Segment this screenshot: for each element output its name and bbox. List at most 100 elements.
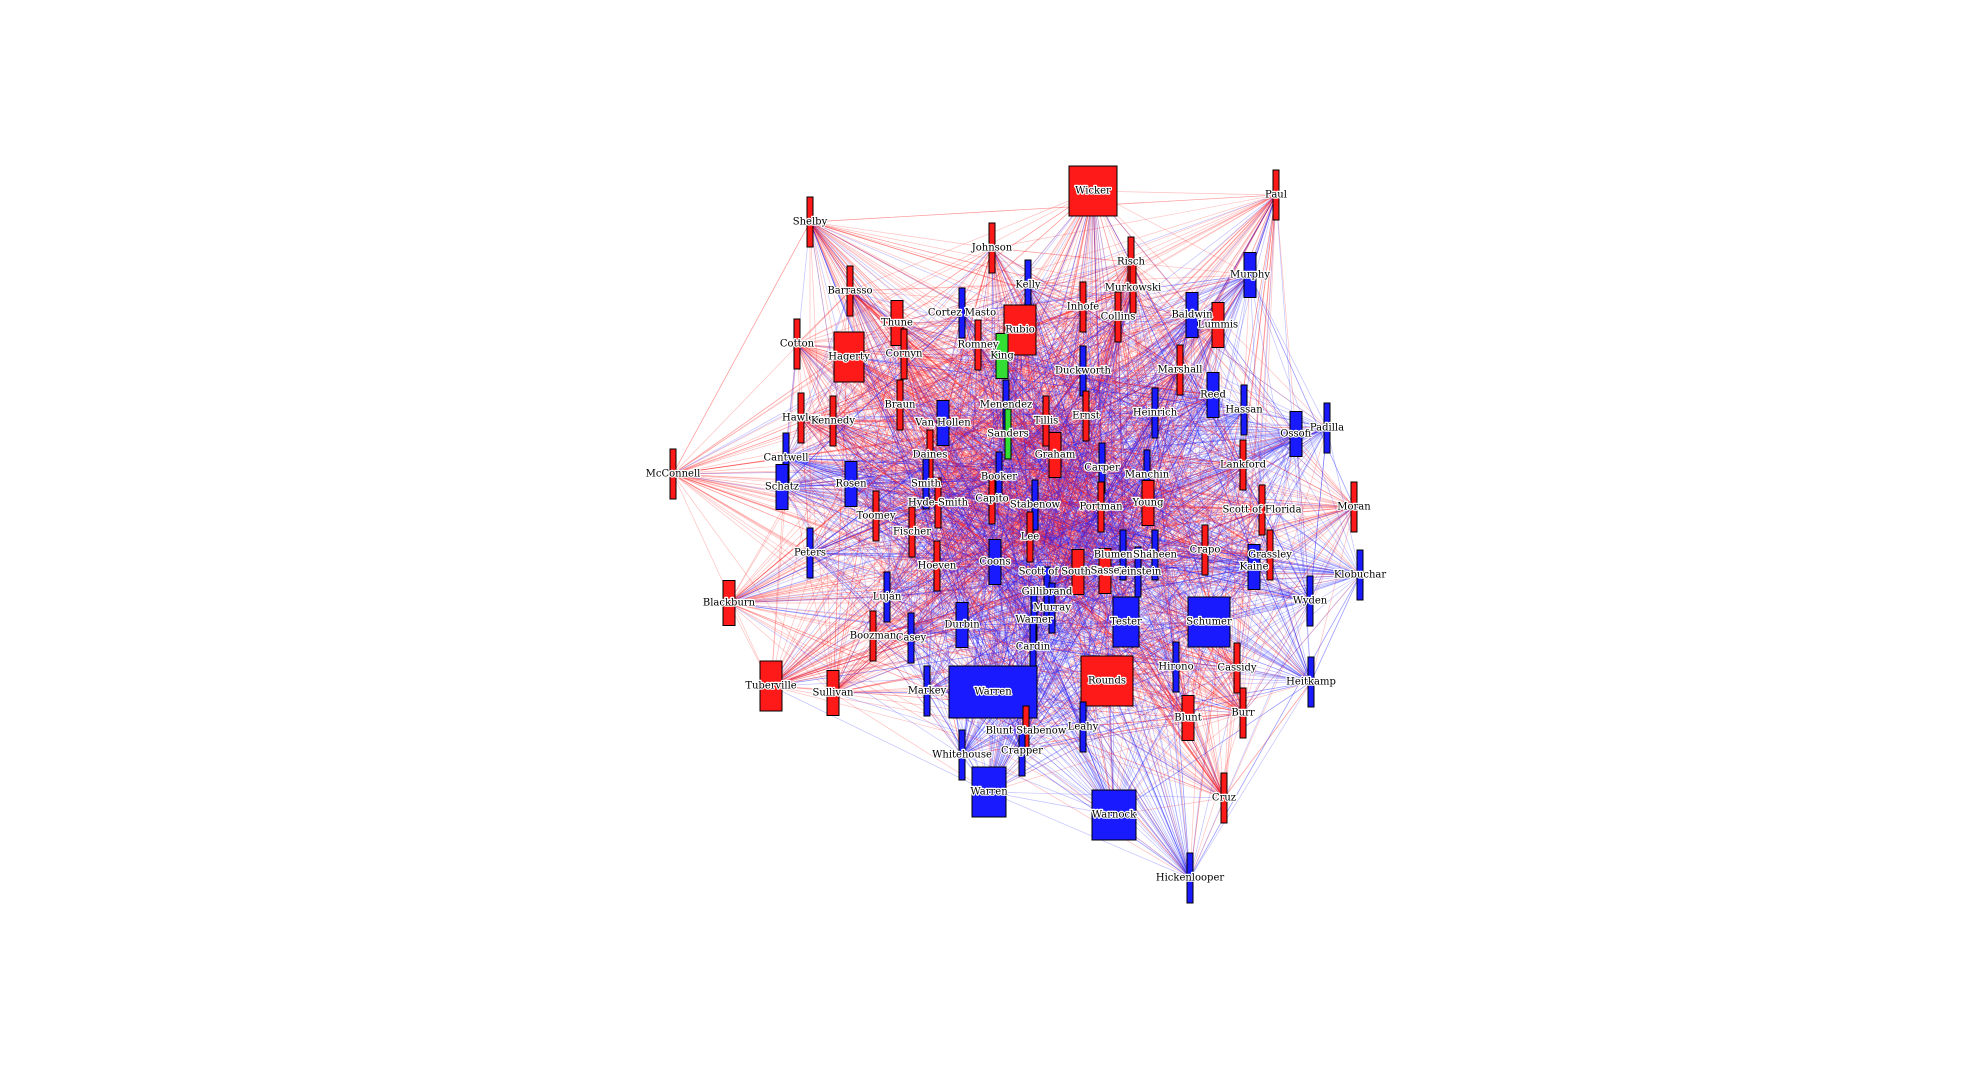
edge: [1005, 404, 1210, 623]
edge: [1027, 284, 1206, 551]
edge: [896, 322, 1219, 326]
edge: [977, 344, 1048, 593]
edge: [872, 635, 990, 793]
senator-node-romney[interactable]: [974, 319, 982, 371]
senator-node-cornyn[interactable]: [900, 328, 908, 380]
edge: [781, 290, 851, 488]
edge: [850, 344, 979, 485]
edge: [942, 247, 993, 424]
edge: [832, 369, 1181, 694]
senator-node-paul[interactable]: [1272, 169, 1280, 221]
edge: [1145, 574, 1361, 636]
edge: [1142, 622, 1189, 719]
edge: [899, 404, 990, 793]
edge: [875, 433, 1009, 517]
edge: [1243, 409, 1355, 508]
edge: [809, 221, 927, 485]
edge: [770, 571, 1079, 687]
edge: [1007, 316, 1119, 435]
senator-node-hagerty[interactable]: [833, 331, 865, 383]
edge: [998, 274, 1251, 478]
edge: [875, 515, 1031, 538]
edge: [1021, 571, 1079, 752]
edge: [785, 457, 1018, 561]
edge: [850, 247, 993, 485]
edge: [886, 476, 1000, 598]
edge: [1101, 509, 1263, 528]
edge: [832, 607, 1053, 694]
edge: [977, 344, 1053, 609]
edge: [1253, 433, 1297, 568]
senator-label: Collins: [1101, 312, 1136, 323]
senator-node-cortez-masto[interactable]: [958, 287, 966, 339]
edge: [1029, 427, 1328, 538]
edge: [1249, 274, 1355, 508]
senator-node-cotton[interactable]: [793, 318, 801, 370]
edge: [770, 483, 927, 687]
senator-node-inhofe[interactable]: [1079, 281, 1087, 333]
edge: [1147, 502, 1225, 799]
edge: [809, 454, 931, 554]
edge: [781, 420, 1047, 488]
senator-node-murkowski[interactable]: [1129, 262, 1137, 314]
edge: [672, 473, 1238, 669]
edge: [998, 476, 1139, 573]
senator-label: Peters: [794, 548, 826, 559]
senator-node-shelby[interactable]: [806, 196, 814, 248]
senator-node-king[interactable]: [995, 333, 1009, 379]
edge: [1021, 571, 1079, 752]
senator-node-thune[interactable]: [890, 300, 904, 346]
senator-node-wicker[interactable]: [1068, 165, 1118, 217]
edge: [781, 483, 852, 488]
edge: [937, 502, 1115, 816]
edge: [903, 353, 1124, 556]
edge: [832, 420, 1053, 609]
edge: [936, 498, 993, 567]
edge: [1092, 190, 1124, 556]
edge: [770, 322, 898, 687]
edge: [994, 561, 1177, 668]
edge: [886, 596, 1225, 799]
edge: [672, 473, 994, 693]
senator-node-rubio[interactable]: [1003, 304, 1037, 356]
edge: [899, 404, 1297, 435]
edge: [977, 344, 1047, 422]
edge: [785, 457, 1063, 580]
edge: [911, 531, 996, 563]
senator-node-lummis[interactable]: [1211, 302, 1225, 348]
senator-node-johnson[interactable]: [988, 222, 996, 274]
edge: [1082, 306, 1181, 371]
edge: [1007, 433, 1036, 506]
edge: [1046, 314, 1193, 593]
edge: [1046, 316, 1119, 593]
edge: [770, 274, 1251, 687]
edge: [1132, 287, 1312, 683]
edge: [1189, 681, 1312, 879]
edge: [728, 596, 888, 604]
edge: [1021, 190, 1094, 469]
edge: [1051, 194, 1277, 609]
senator-node-murphy[interactable]: [1243, 252, 1257, 298]
edge: [1019, 329, 1023, 621]
edge: [977, 344, 986, 609]
edge: [961, 554, 1124, 626]
edge: [796, 343, 997, 602]
edge: [872, 565, 938, 637]
edge: [770, 509, 1263, 687]
edge: [848, 356, 1102, 508]
senator-node-marshall[interactable]: [1176, 344, 1184, 396]
edge: [886, 464, 1244, 598]
edge: [1130, 261, 1311, 602]
edge: [1187, 667, 1238, 719]
senator-node-barrasso[interactable]: [846, 265, 854, 317]
edge: [1034, 504, 1102, 508]
edge: [1019, 287, 1134, 331]
edge: [1031, 575, 1189, 719]
edge: [965, 595, 1238, 669]
edge: [1045, 370, 1084, 422]
edge: [988, 534, 1066, 793]
edge: [926, 324, 1219, 692]
edge: [770, 343, 798, 687]
senator-node-baldwin[interactable]: [1185, 292, 1199, 338]
senator-node-collins[interactable]: [1114, 291, 1122, 343]
